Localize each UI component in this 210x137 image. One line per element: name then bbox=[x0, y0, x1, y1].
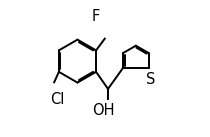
Text: S: S bbox=[146, 72, 155, 87]
Text: OH: OH bbox=[92, 103, 115, 118]
Text: F: F bbox=[92, 9, 100, 24]
Text: Cl: Cl bbox=[51, 92, 65, 107]
